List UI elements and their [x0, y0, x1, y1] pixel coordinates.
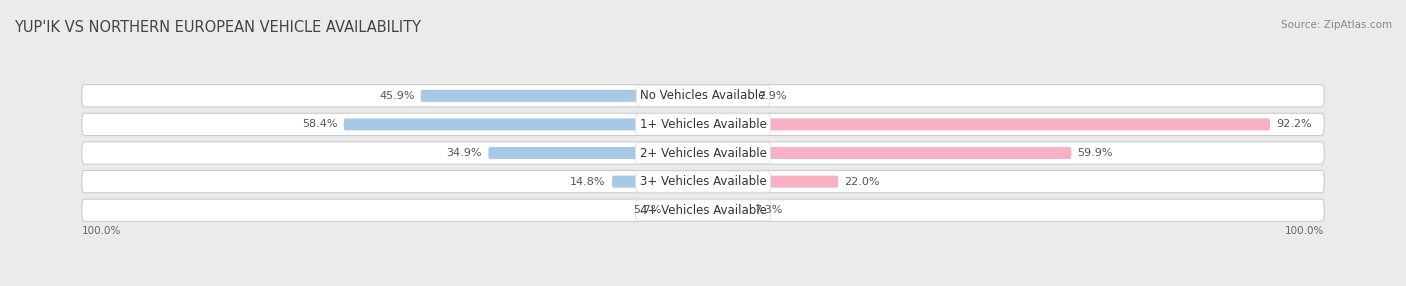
Text: 1+ Vehicles Available: 1+ Vehicles Available [640, 118, 766, 131]
Text: 4+ Vehicles Available: 4+ Vehicles Available [640, 204, 766, 217]
Text: 5.7%: 5.7% [634, 205, 662, 215]
Text: 100.0%: 100.0% [1285, 226, 1324, 236]
Text: 7.3%: 7.3% [754, 205, 782, 215]
Text: 100.0%: 100.0% [82, 226, 121, 236]
Text: No Vehicles Available: No Vehicles Available [640, 89, 766, 102]
FancyBboxPatch shape [343, 118, 703, 130]
Text: 58.4%: 58.4% [302, 120, 337, 129]
Text: 3+ Vehicles Available: 3+ Vehicles Available [640, 175, 766, 188]
FancyBboxPatch shape [488, 147, 703, 159]
FancyBboxPatch shape [703, 176, 838, 188]
Text: 92.2%: 92.2% [1277, 120, 1312, 129]
FancyBboxPatch shape [703, 118, 1270, 130]
Text: YUP'IK VS NORTHERN EUROPEAN VEHICLE AVAILABILITY: YUP'IK VS NORTHERN EUROPEAN VEHICLE AVAI… [14, 20, 420, 35]
Text: 34.9%: 34.9% [447, 148, 482, 158]
Text: Source: ZipAtlas.com: Source: ZipAtlas.com [1281, 20, 1392, 30]
Text: 22.0%: 22.0% [845, 177, 880, 186]
Text: 45.9%: 45.9% [380, 91, 415, 101]
FancyBboxPatch shape [82, 199, 1324, 221]
Text: 59.9%: 59.9% [1077, 148, 1114, 158]
Text: 7.9%: 7.9% [758, 91, 786, 101]
FancyBboxPatch shape [703, 90, 752, 102]
FancyBboxPatch shape [668, 204, 703, 216]
FancyBboxPatch shape [420, 90, 703, 102]
FancyBboxPatch shape [82, 142, 1324, 164]
FancyBboxPatch shape [703, 147, 1071, 159]
FancyBboxPatch shape [82, 113, 1324, 136]
FancyBboxPatch shape [82, 170, 1324, 193]
FancyBboxPatch shape [612, 176, 703, 188]
Text: 2+ Vehicles Available: 2+ Vehicles Available [640, 146, 766, 160]
FancyBboxPatch shape [82, 85, 1324, 107]
Text: 14.8%: 14.8% [571, 177, 606, 186]
FancyBboxPatch shape [703, 204, 748, 216]
